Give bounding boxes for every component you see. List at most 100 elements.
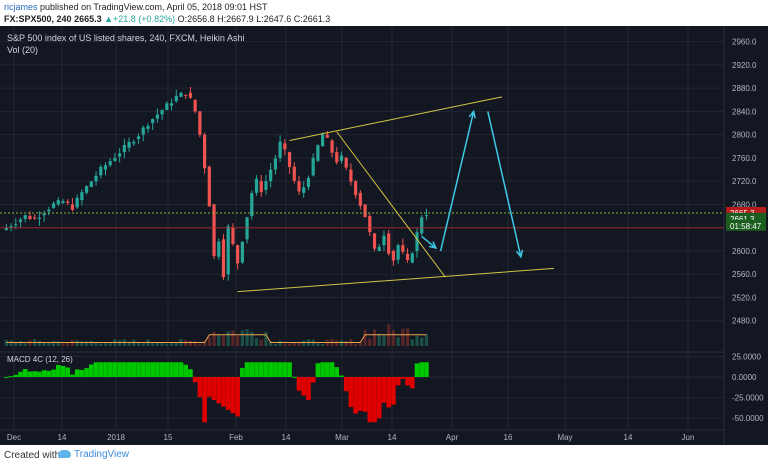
candle-body (103, 165, 108, 170)
author-link[interactable]: ricjames (4, 2, 38, 12)
volume-bar (424, 334, 429, 346)
candle-body (273, 158, 277, 170)
candle-body (136, 136, 141, 140)
trendline (289, 96, 503, 141)
price-badge-label: 2661.3 (730, 215, 755, 224)
chart-area[interactable]: 2960.0 2920.0 2880.0 2840.0 2800.0 2760.0 2720… (0, 26, 768, 445)
tradingview-logo[interactable]: TradingView (58, 449, 129, 460)
macd-bar (178, 362, 184, 378)
macd-tick-label: 0.0000 (732, 373, 757, 382)
macd-bar (136, 362, 141, 378)
candle-body (212, 204, 216, 257)
volume-bar (264, 331, 268, 346)
price-tick-label: 2600.0 (732, 247, 757, 256)
volume-bar (420, 337, 424, 346)
macd-bar (202, 377, 207, 423)
price-tick-label: 2480.0 (732, 317, 757, 326)
candle-body (61, 201, 65, 203)
macd-bar (235, 377, 240, 417)
candle-body (396, 245, 400, 260)
macd-bar (325, 362, 330, 378)
candle-body (14, 224, 18, 226)
time-tick-label: 14 (624, 433, 633, 442)
macd-bar (409, 377, 415, 389)
macd-bar (60, 365, 66, 378)
macd-bar (183, 364, 189, 378)
macd-bar (301, 377, 307, 396)
candle-body (51, 203, 56, 208)
macd-tick-label: -50.0000 (732, 414, 764, 423)
trendline (336, 131, 446, 278)
chart-svg[interactable]: 2960.0 2920.0 2880.0 2840.0 2800.0 2760.0 2720… (0, 26, 768, 445)
macd-bar (164, 362, 170, 378)
volume-bar (212, 331, 216, 346)
arrow-line (439, 111, 475, 252)
volume-bar (245, 329, 249, 346)
arrow-head (428, 241, 438, 250)
volume-bar (321, 343, 325, 346)
volume-bars (4, 324, 429, 346)
candle-body (231, 227, 235, 244)
candle-body (236, 245, 240, 264)
macd-bar (103, 362, 108, 378)
candle-body (66, 201, 70, 203)
macd-bar (41, 370, 47, 378)
candle-body (415, 232, 419, 251)
candle-body (363, 204, 367, 218)
price-badges: 2665.32661.301:58:47 (726, 206, 766, 231)
volume-bar (141, 343, 145, 346)
candle-body (391, 250, 395, 261)
candle-body (42, 213, 46, 216)
volume-bar (236, 336, 240, 346)
volume-bar (89, 340, 93, 346)
time-tick-label: 2018 (107, 433, 125, 442)
candle-body (179, 92, 183, 97)
macd-bar (173, 362, 179, 378)
macd-bar (372, 377, 377, 423)
macd-tick-label: 25.0000 (732, 352, 761, 361)
close-label: C: (293, 14, 303, 24)
macd-bar (159, 362, 165, 378)
volume-legend: Vol (20) (7, 45, 38, 55)
time-tick-label: Mar (335, 433, 349, 442)
macd-bar (405, 377, 410, 386)
high-value: 2667.9 (226, 14, 254, 24)
candle-body (250, 193, 254, 217)
volume-bar (108, 342, 112, 346)
candle-body (302, 187, 306, 193)
volume-bar (18, 341, 23, 346)
candle-body (382, 235, 386, 246)
volume-bar (302, 340, 306, 346)
candle-body (188, 92, 193, 98)
macd-bar (254, 362, 259, 378)
volume-bar (28, 340, 32, 346)
volume-bar (226, 331, 230, 346)
macd-bar (244, 362, 250, 378)
candle-body (193, 99, 197, 112)
volume-bar (354, 343, 358, 346)
candle-body (316, 145, 320, 161)
volume-bar (401, 328, 405, 346)
macd-bar (240, 367, 245, 378)
candle-body (4, 227, 8, 231)
candles[interactable] (4, 86, 429, 281)
candle-body (335, 152, 339, 163)
candle-body (221, 239, 226, 278)
macd-bar (320, 362, 325, 378)
candle-body (283, 143, 287, 150)
price-axis[interactable]: 2960.0 2920.0 2880.0 2840.0 2800.0 2760.0 2720… (732, 38, 757, 326)
candle-body (311, 157, 315, 176)
macd-bar (22, 369, 28, 378)
volume-bar (372, 329, 377, 346)
candle-body (75, 197, 79, 208)
macd-bar (362, 377, 368, 412)
cloud-icon (58, 450, 71, 459)
macd-bar (367, 377, 373, 423)
volume-bar (278, 340, 282, 346)
macd-bar (55, 364, 61, 378)
time-axis[interactable]: Dec 14 2018 15 Feb 14 Mar 14 Apr 16 May 14 Jun (7, 433, 695, 442)
candle-body (321, 134, 325, 147)
drawings[interactable] (237, 96, 554, 293)
volume-bar (377, 333, 381, 346)
candle-body (70, 204, 75, 210)
